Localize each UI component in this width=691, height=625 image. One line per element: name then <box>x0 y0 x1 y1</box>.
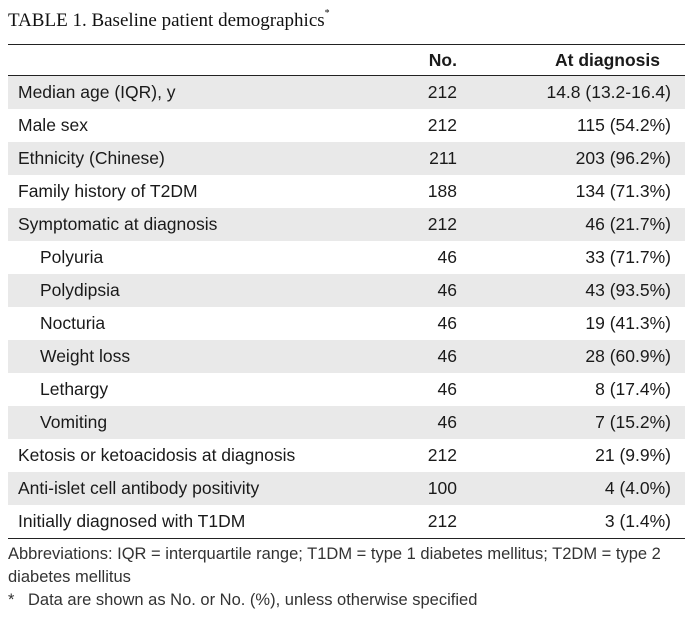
footnote-abbreviations: Abbreviations: IQR = interquartile range… <box>8 545 661 586</box>
table-row: Lethargy 46 8 (17.4%) <box>8 373 685 406</box>
row-value-cell: 115 (54.2%) <box>457 109 685 142</box>
table-row: Vomiting 46 7 (15.2%) <box>8 406 685 439</box>
table-row: Median age (IQR), y 212 14.8 (13.2-16.4) <box>8 75 685 109</box>
row-n: 46 <box>370 274 457 307</box>
row-value-cell: 46 (21.7%) <box>457 208 685 241</box>
table-row: Initially diagnosed with T1DM 212 3 (1.4%) <box>8 505 685 539</box>
row-value: 46 (21.7%) <box>585 214 671 234</box>
table-title-text: TABLE 1. Baseline patient demographics <box>8 10 325 31</box>
row-value-cell: 28 (60.9%) <box>457 340 685 373</box>
table-row: Ketosis or ketoacidosis at diagnosis 212 2… <box>8 439 685 472</box>
table-row: Male sex 212 115 (54.2%) <box>8 109 685 142</box>
row-value-cell: 43 (93.5%) <box>457 274 685 307</box>
row-value: 43 (93.5%) <box>585 280 671 300</box>
table-title: TABLE 1. Baseline patient demographics* <box>8 8 330 32</box>
table-row: Ethnicity (Chinese) 211 203 (96.2%) <box>8 142 685 175</box>
footnote-data-note: * Data are shown as No. or No. (%), unles… <box>8 589 688 612</box>
row-n: 46 <box>437 313 457 333</box>
table-row: Polyuria 46 33 (71.7%) <box>8 241 685 274</box>
row-value: 203 (96.2%) <box>575 148 671 168</box>
row-label: Ethnicity (Chinese) <box>8 142 370 175</box>
footnote-data-text: Data are shown as No. or No. (%), unless… <box>28 591 478 609</box>
row-value-cell: 19 (41.3%) <box>457 307 685 340</box>
row-value-cell: 21 (9.9%) <box>457 439 685 472</box>
row-label: Median age (IQR), y <box>8 75 370 109</box>
footnote-marker: * <box>8 591 15 609</box>
row-label: Initially diagnosed with T1DM <box>8 505 370 539</box>
row-value-cell: 3 (1.4%) <box>457 505 685 539</box>
row-n: 212 <box>370 505 457 539</box>
row-n: 212 <box>427 115 457 135</box>
row-value-cell: 4 (4.0%) <box>457 472 685 505</box>
row-value-cell: 33 (71.7%) <box>457 241 685 274</box>
row-n: 212 <box>370 75 457 109</box>
row-label: Male sex <box>18 115 89 135</box>
row-value: 8 (17.4%) <box>595 379 671 399</box>
row-n: 211 <box>370 142 457 175</box>
row-label: Anti-islet cell antibody positivity <box>8 472 370 505</box>
row-value: 19 (41.3%) <box>585 313 671 333</box>
row-n: 46 <box>370 406 457 439</box>
row-value-cell: 14.8 (13.2-16.4) <box>457 75 685 109</box>
header-n: No. <box>370 45 457 76</box>
row-value-cell: 134 (71.3%) <box>457 175 685 208</box>
row-value-cell: 203 (96.2%) <box>457 142 685 175</box>
table-row: Symptomatic at diagnosis 212 46 (21.7%) <box>8 208 685 241</box>
row-label: Polydipsia <box>8 274 370 307</box>
row-value: 33 (71.7%) <box>585 247 671 267</box>
header-row: No. At diagnosis <box>8 45 685 76</box>
top-rule <box>8 44 685 45</box>
header-label <box>8 45 370 76</box>
row-n: 212 <box>370 208 457 241</box>
row-value: 134 (71.3%) <box>575 181 671 201</box>
row-n: 188 <box>427 181 457 201</box>
row-label: Ketosis or ketoacidosis at diagnosis <box>18 445 296 465</box>
row-label: Nocturia <box>40 313 106 333</box>
table-row: Family history of T2DM 188 134 (71.3%) <box>8 175 685 208</box>
row-label: Weight loss <box>8 340 370 373</box>
footnotes: Abbreviations: IQR = interquartile range… <box>8 543 688 612</box>
row-label: Lethargy <box>40 379 109 399</box>
table-row: Polydipsia 46 43 (93.5%) <box>8 274 685 307</box>
row-value: 21 (9.9%) <box>595 445 671 465</box>
row-n: 212 <box>427 445 457 465</box>
row-label: Symptomatic at diagnosis <box>8 208 370 241</box>
row-label: Vomiting <box>8 406 370 439</box>
row-value: 7 (15.2%) <box>595 412 671 432</box>
row-label: Polyuria <box>40 247 104 267</box>
row-value: 28 (60.9%) <box>585 346 671 366</box>
table-row: Weight loss 46 28 (60.9%) <box>8 340 685 373</box>
demographics-table: No. At diagnosis Median age (IQR), y 212 1… <box>8 45 685 539</box>
row-n: 100 <box>370 472 457 505</box>
row-value: 14.8 (13.2-16.4) <box>546 82 671 102</box>
row-value: 115 (54.2%) <box>576 115 671 135</box>
title-footnote-marker: * <box>324 8 330 19</box>
row-n: 46 <box>437 247 457 267</box>
row-n: 46 <box>437 379 457 399</box>
row-value-cell: 7 (15.2%) <box>457 406 685 439</box>
table-row: Anti-islet cell antibody positivity 100 4 … <box>8 472 685 505</box>
row-value: 3 (1.4%) <box>604 511 671 531</box>
row-label: Family history of T2DM <box>18 181 198 201</box>
header-at-diagnosis: At diagnosis <box>457 45 685 76</box>
row-n: 46 <box>370 340 457 373</box>
row-value: 4 (4.0%) <box>604 478 671 498</box>
table-row: Nocturia 46 19 (41.3%) <box>8 307 685 340</box>
row-value-cell: 8 (17.4%) <box>457 373 685 406</box>
table-body: Median age (IQR), y 212 14.8 (13.2-16.4) Ma… <box>8 75 685 539</box>
